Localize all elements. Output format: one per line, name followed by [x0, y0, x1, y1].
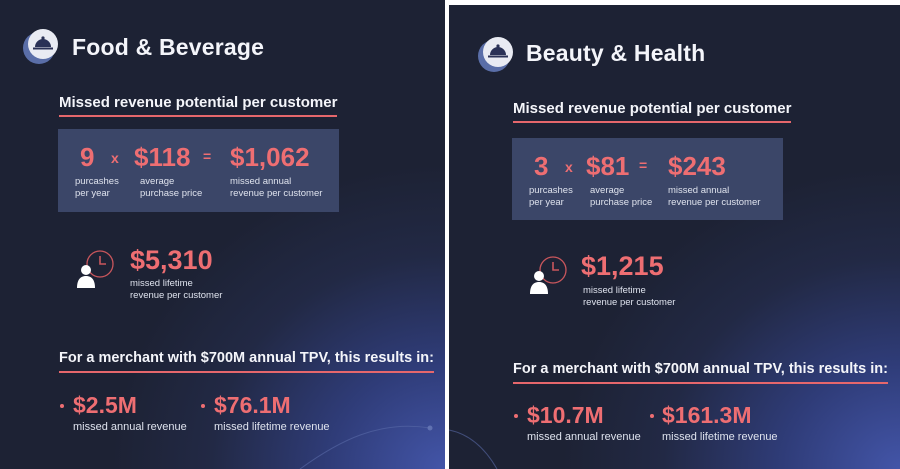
annual-label: missed annual revenue per customer — [230, 176, 323, 199]
equation-box: 3 x $81 = $243 purcashes per year averag… — [512, 138, 783, 220]
decorative-curve — [299, 425, 433, 469]
equals-sign: = — [203, 148, 212, 164]
annual-value: $243 — [668, 151, 726, 181]
merchant-heading: For a merchant with $700M annual TPV, th… — [513, 361, 888, 384]
page-title: Beauty & Health — [526, 40, 706, 66]
result-lifetime-value: $161.3M — [662, 402, 752, 428]
bullet-dot — [201, 404, 205, 408]
lifetime-label: missed lifetime revenue per customer — [130, 278, 223, 301]
person-clock-icon — [74, 248, 116, 290]
panel-beauty-health: Beauty & Health Missed revenue potential… — [449, 5, 900, 469]
result-annual-value: $10.7M — [527, 402, 604, 428]
page-title: Food & Beverage — [72, 34, 265, 60]
person-clock-icon — [527, 254, 569, 296]
cloche-logo-icon — [475, 33, 517, 75]
bullet-dot — [60, 404, 64, 408]
cloche-logo-icon — [20, 25, 62, 67]
merchant-heading: For a merchant with $700M annual TPV, th… — [59, 350, 434, 373]
result-annual-label: missed annual revenue — [527, 431, 641, 443]
bullet-dot — [650, 414, 654, 418]
purchases-label: purcashes per year — [75, 176, 119, 199]
annual-label: missed annual revenue per customer — [668, 185, 761, 208]
purchases-label: purcashes per year — [529, 185, 573, 208]
bullet-dot — [514, 414, 518, 418]
price-label: average purchase price — [590, 185, 653, 208]
annual-value: $1,062 — [230, 142, 310, 172]
decorative-curve — [449, 429, 498, 469]
panel-food-beverage: Food & Beverage Missed revenue potential… — [0, 0, 445, 469]
result-lifetime-label: missed lifetime revenue — [214, 421, 330, 433]
price-value: $118 — [134, 142, 191, 172]
lifetime-value: $5,310 — [130, 245, 213, 275]
purchases-value: 9 — [80, 142, 95, 172]
times-sign: x — [565, 159, 573, 175]
result-annual-value: $2.5M — [73, 392, 137, 418]
equation-box: 9 x $118 = $1,062 purcashes per year ave… — [58, 129, 339, 212]
result-lifetime-label: missed lifetime revenue — [662, 431, 778, 443]
section-subhead: Missed revenue potential per customer — [59, 94, 338, 117]
equals-sign: = — [639, 157, 648, 173]
result-annual-label: missed annual revenue — [73, 421, 187, 433]
purchases-value: 3 — [534, 151, 549, 181]
result-lifetime-value: $76.1M — [214, 392, 291, 418]
lifetime-label: missed lifetime revenue per customer — [583, 285, 676, 308]
section-subhead: Missed revenue potential per customer — [513, 100, 792, 123]
lifetime-value: $1,215 — [581, 251, 664, 281]
times-sign: x — [111, 150, 119, 166]
price-label: average purchase price — [140, 176, 203, 199]
price-value: $81 — [586, 151, 630, 181]
